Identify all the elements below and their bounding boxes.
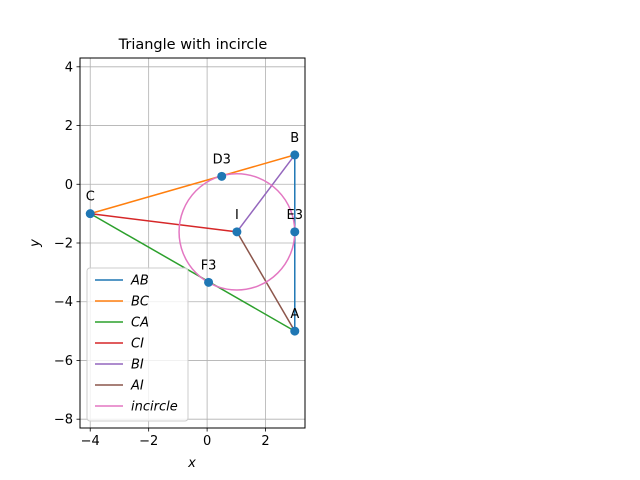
point-label-b: B — [290, 131, 299, 146]
point-f3 — [204, 277, 214, 287]
x-tick-label: −4 — [81, 434, 100, 449]
point-a — [290, 326, 300, 336]
series-ca — [89, 212, 296, 332]
legend-label-incircle: incircle — [131, 400, 178, 415]
chart-title: Triangle with incircle — [118, 37, 268, 53]
series-bc — [90, 154, 295, 215]
point-b — [290, 150, 300, 160]
legend-label-ci: CI — [131, 337, 144, 352]
series-ai — [236, 231, 296, 332]
y-tick-label: −2 — [54, 237, 73, 252]
legend: AB BC CA CI BI AI incircle — [86, 267, 189, 422]
y-tick-label: −6 — [54, 354, 73, 369]
legend-label-bi: BI — [131, 358, 144, 373]
legend-box — [86, 267, 189, 422]
x-axis-label: x — [187, 456, 196, 471]
point-i — [232, 227, 242, 237]
y-axis-label: y — [28, 239, 43, 248]
legend-label-ai: AI — [130, 379, 144, 394]
point-e3 — [290, 227, 300, 237]
point-c — [85, 209, 95, 219]
point-d3 — [217, 171, 227, 181]
point-label-i: I — [235, 208, 239, 223]
series-bi — [236, 154, 296, 233]
series-ci — [90, 212, 238, 233]
point-label-e3: E3 — [287, 208, 304, 223]
x-tick-label: 0 — [203, 434, 211, 449]
y-tick-label: −4 — [54, 295, 73, 310]
y-tick-label: −8 — [54, 413, 73, 428]
legend-label-bc: BC — [131, 295, 150, 310]
point-label-c: C — [86, 190, 95, 205]
x-tick-label: −2 — [139, 434, 158, 449]
point-label-d3: D3 — [213, 152, 231, 167]
y-tick-label: 2 — [65, 119, 73, 134]
legend-label-ab: AB — [130, 274, 149, 289]
axis-ticks: −4 −2 0 2 −8 −6 −4 −2 0 2 4 — [54, 60, 270, 449]
x-tick-label: 2 — [261, 434, 269, 449]
point-label-f3: F3 — [201, 258, 217, 273]
y-tick-label: 0 — [65, 178, 73, 193]
legend-label-ca: CA — [131, 316, 149, 331]
point-label-a: A — [290, 307, 299, 322]
y-tick-label: 4 — [65, 60, 73, 75]
